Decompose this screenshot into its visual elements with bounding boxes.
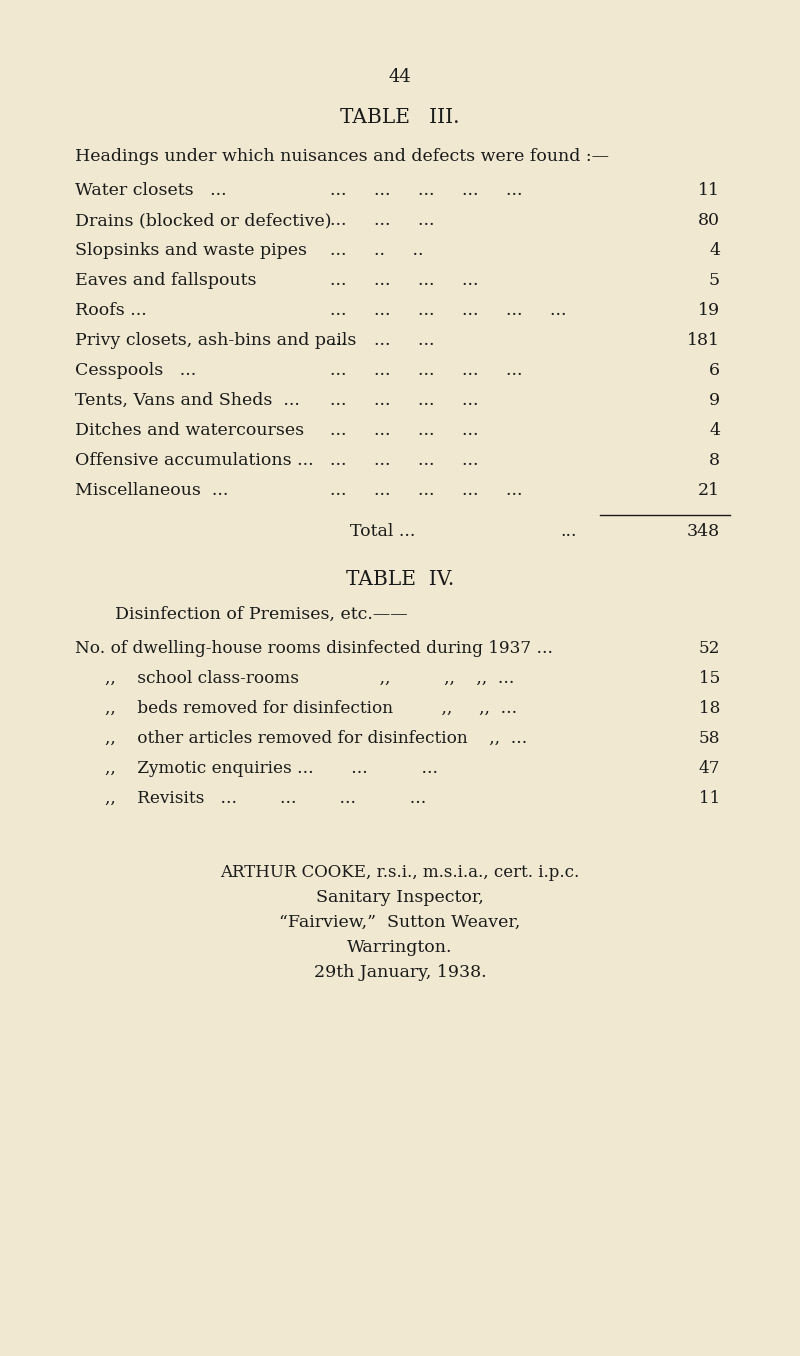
Text: Water closets   ...: Water closets ... <box>75 182 226 199</box>
Text: 348: 348 <box>687 523 720 540</box>
Text: 21: 21 <box>698 481 720 499</box>
Text: 19: 19 <box>698 302 720 319</box>
Text: Miscellaneous  ...: Miscellaneous ... <box>75 481 228 499</box>
Text: No. of dwelling-house rooms disinfected during 1937 ...: No. of dwelling-house rooms disinfected … <box>75 640 553 658</box>
Text: Eaves and fallspouts: Eaves and fallspouts <box>75 273 257 289</box>
Text: Drains (blocked or defective): Drains (blocked or defective) <box>75 212 331 229</box>
Text: 6: 6 <box>709 362 720 378</box>
Text: Warrington.: Warrington. <box>347 938 453 956</box>
Text: 44: 44 <box>389 68 411 85</box>
Text: Offensive accumulations ...: Offensive accumulations ... <box>75 452 314 469</box>
Text: ...     ...     ...: ... ... ... <box>330 332 434 348</box>
Text: ...     ...     ...     ...: ... ... ... ... <box>330 422 478 439</box>
Text: ...: ... <box>560 523 577 540</box>
Text: ,,    school class-rooms               ,,          ,,    ,,  ...: ,, school class-rooms ,, ,, ,, ... <box>105 670 514 687</box>
Text: TABLE  IV.: TABLE IV. <box>346 570 454 589</box>
Text: ...     ...     ...     ...: ... ... ... ... <box>330 273 478 289</box>
Text: 11: 11 <box>698 182 720 199</box>
Text: “Fairview,”  Sutton Weaver,: “Fairview,” Sutton Weaver, <box>279 914 521 932</box>
Text: 181: 181 <box>687 332 720 348</box>
Text: 80: 80 <box>698 212 720 229</box>
Text: TABLE   III.: TABLE III. <box>340 108 460 127</box>
Text: 58: 58 <box>698 730 720 747</box>
Text: Cesspools   ...: Cesspools ... <box>75 362 196 378</box>
Text: 5: 5 <box>709 273 720 289</box>
Text: 47: 47 <box>698 759 720 777</box>
Text: 8: 8 <box>709 452 720 469</box>
Text: ,,    beds removed for disinfection         ,,     ,,  ...: ,, beds removed for disinfection ,, ,, .… <box>105 700 517 717</box>
Text: Disinfection of Premises, etc.——: Disinfection of Premises, etc.—— <box>115 606 408 622</box>
Text: ...     ...     ...: ... ... ... <box>330 212 434 229</box>
Text: 18: 18 <box>698 700 720 717</box>
Text: ...     ..     ..: ... .. .. <box>330 241 423 259</box>
Text: ARTHUR COOKE, r.s.i., m.s.i.a., cert. i.p.c.: ARTHUR COOKE, r.s.i., m.s.i.a., cert. i.… <box>220 864 580 881</box>
Text: Privy closets, ash-bins and pails: Privy closets, ash-bins and pails <box>75 332 356 348</box>
Text: 52: 52 <box>698 640 720 658</box>
Text: Sanitary Inspector,: Sanitary Inspector, <box>316 890 484 906</box>
Text: Roofs ...: Roofs ... <box>75 302 146 319</box>
Text: Tents, Vans and Sheds  ...: Tents, Vans and Sheds ... <box>75 392 300 410</box>
Text: ...     ...     ...     ...     ...: ... ... ... ... ... <box>330 182 522 199</box>
Text: 4: 4 <box>709 422 720 439</box>
Text: Headings under which nuisances and defects were found :—: Headings under which nuisances and defec… <box>75 148 609 165</box>
Text: 4: 4 <box>709 241 720 259</box>
Text: Total ...: Total ... <box>350 523 415 540</box>
Text: 9: 9 <box>709 392 720 410</box>
Text: 11: 11 <box>698 791 720 807</box>
Text: ...     ...     ...     ...: ... ... ... ... <box>330 452 478 469</box>
Text: ...     ...     ...     ...     ...: ... ... ... ... ... <box>330 481 522 499</box>
Text: 29th January, 1938.: 29th January, 1938. <box>314 964 486 980</box>
Text: ,,    Zymotic enquiries ...       ...          ...: ,, Zymotic enquiries ... ... ... <box>105 759 438 777</box>
Text: Slopsinks and waste pipes: Slopsinks and waste pipes <box>75 241 307 259</box>
Text: ,,    Revisits   ...        ...        ...          ...: ,, Revisits ... ... ... ... <box>105 791 426 807</box>
Text: ,,    other articles removed for disinfection    ,,  ...: ,, other articles removed for disinfecti… <box>105 730 527 747</box>
Text: ...     ...     ...     ...     ...: ... ... ... ... ... <box>330 362 522 378</box>
Text: ...     ...     ...     ...     ...     ...: ... ... ... ... ... ... <box>330 302 566 319</box>
Text: 15: 15 <box>698 670 720 687</box>
Text: ...     ...     ...     ...: ... ... ... ... <box>330 392 478 410</box>
Text: Ditches and watercourses: Ditches and watercourses <box>75 422 304 439</box>
